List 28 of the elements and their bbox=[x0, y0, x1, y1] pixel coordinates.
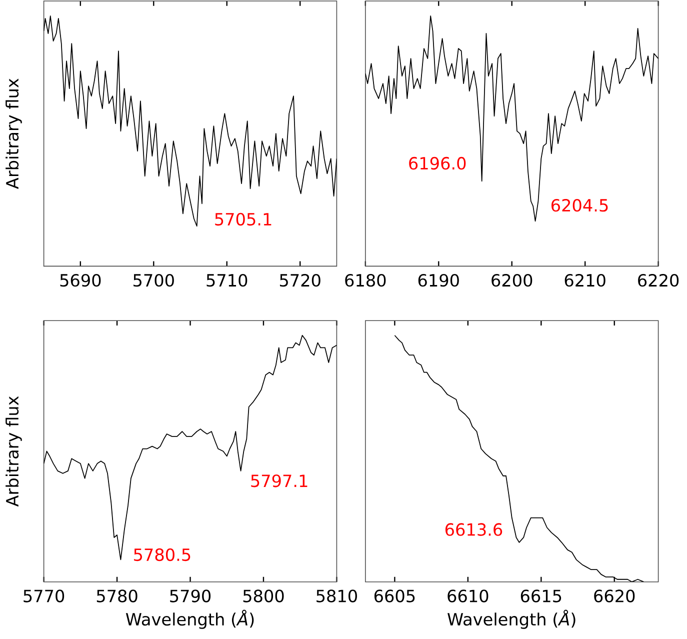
annotation: 5797.1 bbox=[251, 474, 308, 488]
y-axis-title: Arbitrary flux bbox=[6, 78, 22, 189]
annotation: 6613.6 bbox=[445, 523, 502, 536]
annotation: 6204.5 bbox=[552, 198, 608, 212]
x-tick-label: 6210 bbox=[564, 274, 606, 287]
x-tick-label: 5810 bbox=[316, 590, 357, 602]
x-tick-label: 5800 bbox=[243, 590, 284, 602]
x-tick-label: 6180 bbox=[345, 274, 386, 287]
x-tick-label: 5780 bbox=[96, 590, 138, 602]
x-tick-label: 5700 bbox=[134, 274, 174, 287]
x-axis-title: Wavelength (Å) bbox=[126, 610, 254, 629]
x-tick-label: 6200 bbox=[492, 274, 532, 287]
x-tick-label: 5770 bbox=[24, 590, 64, 602]
x-tick-label: 5720 bbox=[280, 274, 320, 287]
x-axis-title: Wavelength (Å) bbox=[448, 610, 576, 629]
y-axis-title: Arbitrary flux bbox=[6, 396, 22, 506]
x-tick-label: 6190 bbox=[418, 274, 459, 287]
x-tick-label: 5790 bbox=[170, 590, 211, 602]
x-tick-label: 6220 bbox=[638, 274, 679, 287]
x-tick-label: 6605 bbox=[374, 590, 415, 602]
x-tick-label: 6620 bbox=[594, 590, 635, 602]
annotation: 5780.5 bbox=[134, 548, 190, 561]
x-tick-label: 6610 bbox=[448, 590, 488, 602]
annotation: 6196.0 bbox=[409, 156, 466, 170]
x-tick-label: 5710 bbox=[206, 274, 248, 287]
x-tick-label: 5690 bbox=[60, 274, 101, 287]
x-tick-label: 6615 bbox=[520, 590, 562, 602]
annotation: 5705.1 bbox=[215, 212, 272, 226]
